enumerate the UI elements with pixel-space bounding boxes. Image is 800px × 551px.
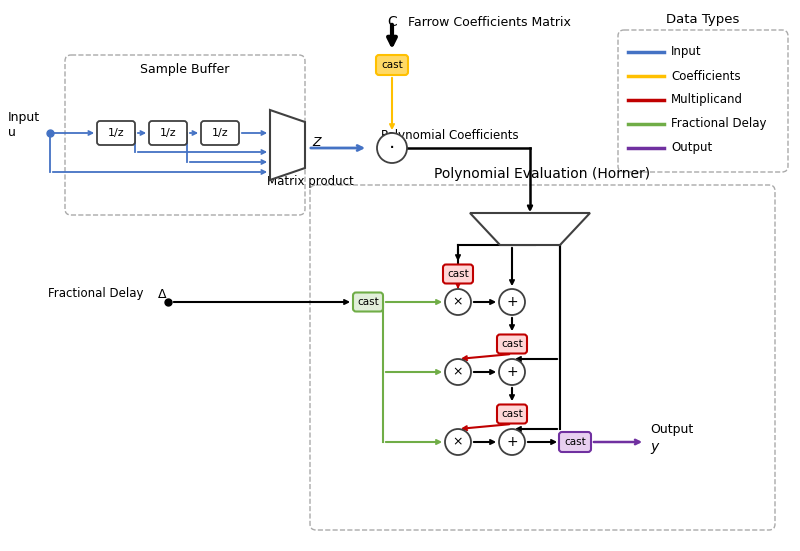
Text: 1/z: 1/z (212, 128, 228, 138)
Circle shape (377, 133, 407, 163)
Circle shape (499, 359, 525, 385)
Text: Coefficients: Coefficients (671, 69, 741, 83)
Text: ×: × (453, 435, 463, 449)
Circle shape (445, 289, 471, 315)
Text: Matrix product: Matrix product (266, 175, 354, 188)
FancyBboxPatch shape (201, 121, 239, 145)
Text: 1/z: 1/z (160, 128, 176, 138)
FancyBboxPatch shape (353, 293, 383, 311)
Text: Δ: Δ (158, 288, 166, 300)
Text: Z: Z (312, 136, 321, 149)
FancyBboxPatch shape (376, 55, 408, 75)
Text: cast: cast (357, 297, 379, 307)
Text: +: + (506, 365, 518, 379)
Text: +: + (506, 435, 518, 449)
FancyBboxPatch shape (97, 121, 135, 145)
Text: 1/z: 1/z (108, 128, 124, 138)
Circle shape (445, 359, 471, 385)
Text: ×: × (453, 365, 463, 379)
Text: cast: cast (501, 409, 523, 419)
Text: cast: cast (381, 60, 403, 70)
Text: Fractional Delay: Fractional Delay (671, 117, 766, 131)
Circle shape (445, 429, 471, 455)
FancyBboxPatch shape (559, 432, 591, 452)
Text: ×: × (453, 295, 463, 309)
Text: Polynomial Evaluation (Horner): Polynomial Evaluation (Horner) (434, 167, 650, 181)
Text: Data Types: Data Types (666, 13, 740, 26)
Text: C: C (387, 15, 397, 29)
Text: cast: cast (501, 339, 523, 349)
Text: Fractional Delay: Fractional Delay (48, 288, 143, 300)
Text: Input: Input (671, 46, 702, 58)
FancyBboxPatch shape (497, 404, 527, 424)
Text: Polynomial Coefficients: Polynomial Coefficients (381, 129, 519, 142)
FancyBboxPatch shape (497, 334, 527, 354)
Circle shape (499, 289, 525, 315)
Text: cast: cast (447, 269, 469, 279)
Text: Input: Input (8, 111, 40, 125)
Text: y: y (650, 440, 658, 454)
Text: +: + (506, 295, 518, 309)
Text: u: u (8, 127, 16, 139)
FancyBboxPatch shape (443, 264, 473, 284)
Polygon shape (270, 110, 305, 180)
FancyBboxPatch shape (149, 121, 187, 145)
Text: Sample Buffer: Sample Buffer (140, 63, 230, 76)
Text: Multiplicand: Multiplicand (671, 94, 743, 106)
Text: Farrow Coefficients Matrix: Farrow Coefficients Matrix (408, 15, 571, 29)
Text: Output: Output (671, 142, 712, 154)
Polygon shape (470, 213, 590, 245)
Text: cast: cast (564, 437, 586, 447)
Text: ·: · (389, 138, 395, 158)
Circle shape (499, 429, 525, 455)
Text: Output: Output (650, 424, 694, 436)
